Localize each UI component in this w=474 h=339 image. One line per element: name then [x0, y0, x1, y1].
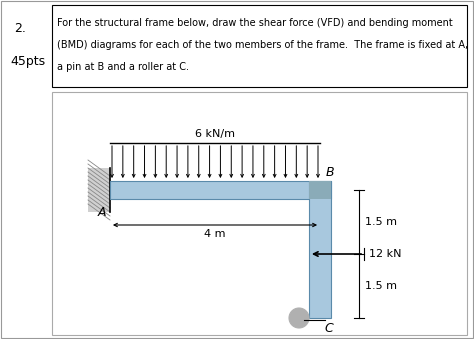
Text: B: B: [326, 166, 335, 179]
Bar: [52, 5, 467, 87]
Circle shape: [289, 308, 309, 328]
Text: 1.5 m: 1.5 m: [365, 217, 397, 227]
Bar: [110, 181, 331, 199]
Text: 2.: 2.: [14, 22, 26, 35]
Text: 45pts: 45pts: [10, 55, 45, 68]
Text: 1.5 m: 1.5 m: [365, 281, 397, 291]
Text: 12 kN: 12 kN: [369, 249, 401, 259]
Text: A: A: [98, 206, 106, 219]
Bar: [52, 92, 467, 335]
Text: 6 kN/m: 6 kN/m: [195, 129, 235, 139]
Bar: [88, 168, 110, 212]
Text: (BMD) diagrams for each of the two members of the frame.  The frame is fixed at : (BMD) diagrams for each of the two membe…: [57, 40, 468, 50]
Text: 4 m: 4 m: [204, 229, 226, 239]
Bar: [309, 181, 331, 318]
Bar: [309, 181, 331, 199]
Text: For the structural frame below, draw the shear force (VFD) and bending moment: For the structural frame below, draw the…: [57, 18, 453, 28]
Text: a pin at B and a roller at C.: a pin at B and a roller at C.: [57, 62, 189, 72]
Text: C: C: [324, 322, 333, 335]
